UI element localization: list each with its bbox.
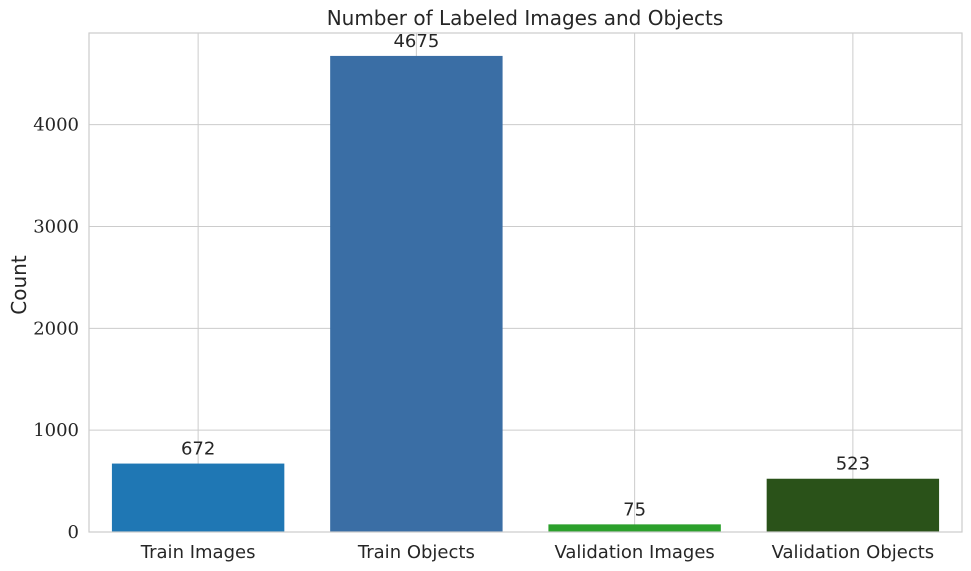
y-tick-label: 2000: [33, 318, 79, 339]
y-tick-label: 4000: [33, 115, 79, 136]
data-label: 523: [836, 454, 870, 475]
data-labels-layer: 672 4675 75 523: [181, 31, 870, 520]
y-tick-label: 3000: [33, 216, 79, 237]
y-tick-label: 0: [68, 522, 79, 543]
chart-title: Number of Labeled Images and Objects: [327, 6, 724, 30]
y-tick-label: 1000: [33, 420, 79, 441]
data-label: 4675: [393, 31, 439, 52]
data-label: 672: [181, 439, 215, 460]
ticks-layer: 0 1000 2000 3000 4000 Train Images Train Objec…: [33, 115, 934, 563]
y-axis-label: Count: [7, 255, 31, 315]
x-tick-label: Validation Objects: [772, 542, 935, 563]
plot-frame: [88, 32, 963, 533]
grid-layer: [89, 33, 962, 532]
data-label: 75: [623, 499, 646, 520]
bars-layer: [111, 55, 940, 532]
x-tick-label: Train Objects: [357, 542, 475, 563]
bar: [766, 478, 940, 532]
x-tick-label: Validation Images: [554, 542, 714, 563]
x-tick-label: Train Images: [140, 542, 256, 563]
bar: [111, 463, 285, 532]
bar: [330, 55, 503, 532]
bar: [548, 524, 721, 532]
